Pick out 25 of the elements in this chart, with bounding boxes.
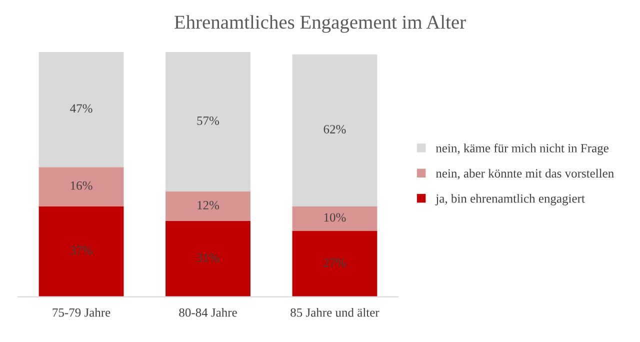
data-label: 37% (70, 246, 92, 255)
data-label: 27% (324, 258, 346, 267)
bar (38, 206, 124, 297)
data-label: 57% (197, 116, 220, 125)
bar (292, 54, 378, 206)
x-tick-label: 75-79 Jahre (52, 308, 110, 317)
legend-label: nein, aber könnte mit das vorstellen (436, 168, 614, 180)
data-label: 12% (198, 200, 220, 210)
data-label: 47% (70, 104, 92, 113)
bar (166, 192, 250, 221)
data-label: 10% (324, 213, 346, 222)
bar (166, 220, 250, 297)
bar (38, 167, 124, 206)
bar (38, 52, 124, 168)
bar (292, 230, 378, 297)
x-tick-label: 80-84 Jahre (179, 308, 237, 317)
x-tick-label: 85 Jahre und älter (290, 308, 380, 317)
data-label: 62% (324, 125, 346, 134)
data-label: 31% (197, 254, 220, 262)
data-label: 16% (70, 181, 92, 190)
legend-label: ja, bin ehrenamtlich engagiert (435, 194, 585, 206)
bar (292, 206, 378, 231)
chart-title: Ehrenamtliches Engagement im Alter (174, 15, 466, 33)
bar (166, 52, 250, 192)
legend-label: nein, käme für mich nicht in Frage (436, 143, 608, 155)
